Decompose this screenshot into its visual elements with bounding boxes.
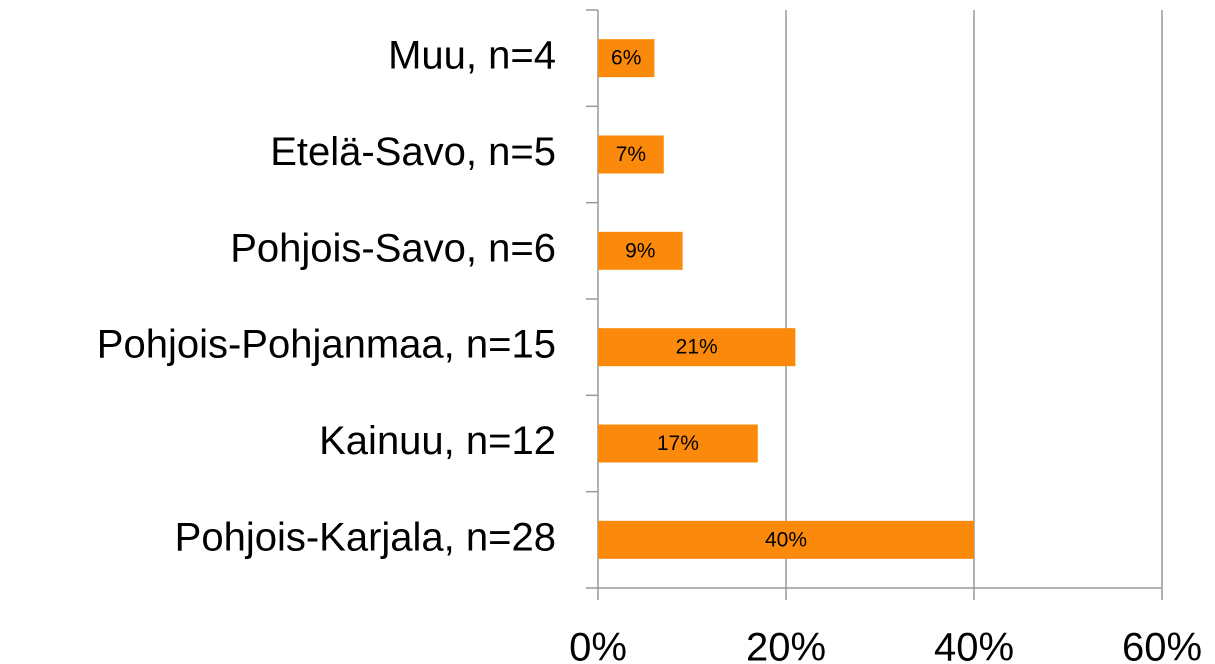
value-label: 21%: [676, 336, 718, 359]
bar: [598, 424, 758, 463]
value-label: 9%: [625, 239, 655, 262]
x-tick-label: 40%: [934, 626, 1014, 664]
y-tick-label: Kainuu, n=12: [319, 419, 556, 463]
y-tick-label: Pohjois-Karjala, n=28: [175, 515, 556, 559]
bar: [598, 39, 655, 78]
bar: [598, 231, 683, 270]
value-label: 40%: [765, 528, 807, 551]
x-tick-label: 60%: [1122, 626, 1202, 664]
y-tick-label: Etelä-Savo, n=5: [270, 130, 556, 174]
bar: [598, 328, 796, 367]
value-label: 17%: [657, 432, 699, 455]
bar: [598, 135, 664, 174]
value-label: 7%: [616, 143, 646, 166]
y-tick-label: Pohjois-Savo, n=6: [230, 226, 556, 270]
bar: [598, 520, 974, 559]
y-tick-label: Muu, n=4: [388, 34, 556, 78]
y-tick-label: Pohjois-Pohjanmaa, n=15: [97, 323, 556, 367]
x-tick-label: 20%: [746, 626, 826, 664]
value-label: 6%: [611, 47, 641, 70]
x-tick-label: 0%: [569, 626, 627, 664]
